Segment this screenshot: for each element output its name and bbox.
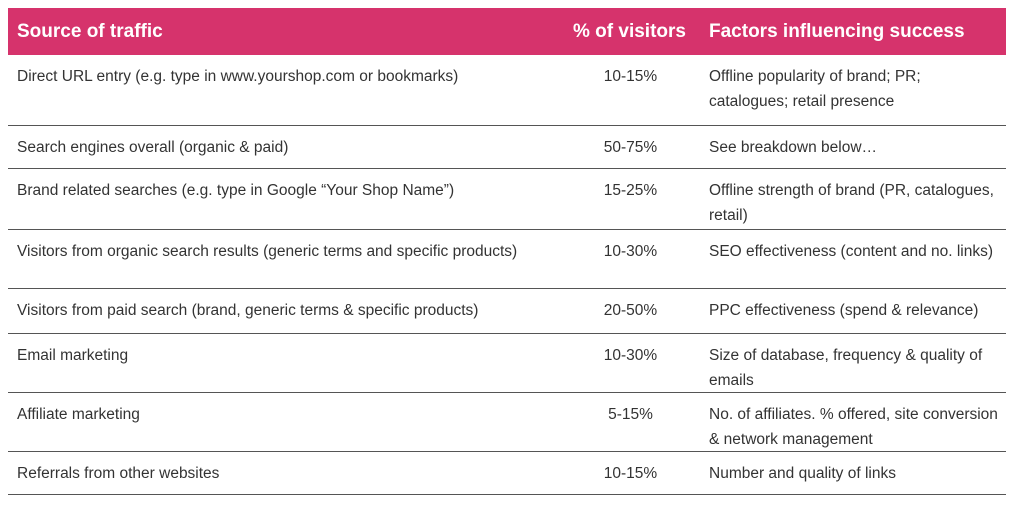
traffic-sources-table: Source of traffic % of visitors Factors …: [8, 8, 1006, 495]
table-row: Search engines overall (organic & paid) …: [8, 126, 1006, 169]
cell-factors: Offline strength of brand (PR, catalogue…: [709, 182, 994, 224]
cell-visitors: 10-30%: [603, 243, 658, 260]
cell-source: Email marketing: [17, 347, 129, 364]
cell-factors: PPC effectiveness (spend & relevance): [709, 302, 979, 319]
cell-visitors: 50-75%: [603, 139, 658, 156]
cell-factors: See breakdown below…: [709, 139, 878, 156]
header-factors: Factors influencing success: [709, 20, 965, 42]
cell-visitors: 10-15%: [603, 465, 658, 482]
header-visitors: % of visitors: [573, 20, 686, 42]
table-row: Visitors from organic search results (ge…: [8, 230, 1006, 289]
cell-visitors: 15-25%: [603, 182, 658, 199]
cell-source: Brand related searches (e.g. type in Goo…: [17, 182, 455, 199]
table-header: Source of traffic % of visitors Factors …: [8, 8, 1006, 55]
cell-factors: Offline popularity of brand; PR; catalog…: [709, 68, 921, 110]
table-row: Brand related searches (e.g. type in Goo…: [8, 169, 1006, 230]
cell-source: Direct URL entry (e.g. type in www.yours…: [17, 68, 459, 85]
cell-source: Affiliate marketing: [17, 406, 140, 423]
cell-visitors: 10-30%: [603, 347, 658, 364]
cell-visitors: 20-50%: [603, 302, 658, 319]
cell-source: Referrals from other websites: [17, 465, 220, 482]
cell-factors: Number and quality of links: [709, 465, 896, 482]
table-row: Referrals from other websites 10-15% Num…: [8, 452, 1006, 495]
table-row: Email marketing 10-30% Size of database,…: [8, 334, 1006, 393]
cell-factors: No. of affiliates. % offered, site conve…: [709, 406, 998, 448]
cell-factors: SEO effectiveness (content and no. links…: [709, 243, 994, 260]
cell-visitors: 5-15%: [608, 406, 653, 423]
table-row: Direct URL entry (e.g. type in www.yours…: [8, 55, 1006, 126]
cell-factors: Size of database, frequency & quality of…: [709, 347, 983, 389]
cell-source: Search engines overall (organic & paid): [17, 139, 289, 156]
table-row: Affiliate marketing 5-15% No. of affilia…: [8, 393, 1006, 452]
cell-visitors: 10-15%: [603, 68, 658, 85]
header-source: Source of traffic: [17, 20, 163, 42]
cell-source: Visitors from organic search results (ge…: [17, 243, 518, 260]
table-row: Visitors from paid search (brand, generi…: [8, 289, 1006, 334]
cell-source: Visitors from paid search (brand, generi…: [17, 302, 479, 319]
